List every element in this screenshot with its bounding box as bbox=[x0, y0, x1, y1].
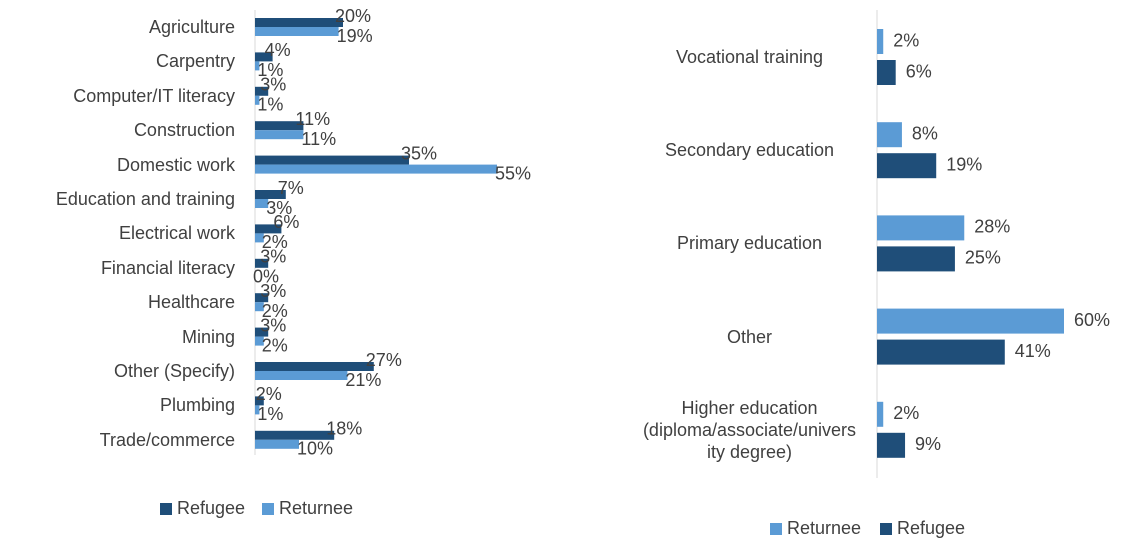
category-label: Higher education (diploma/associate/univ… bbox=[642, 397, 857, 462]
bar bbox=[877, 215, 965, 241]
value-label: 1% bbox=[257, 404, 283, 424]
category-label: Education and training bbox=[55, 189, 235, 209]
category-label: Financial literacy bbox=[100, 257, 235, 278]
category-label: Plumbing bbox=[159, 395, 235, 416]
bar bbox=[255, 293, 269, 303]
value-label: 55% bbox=[495, 163, 531, 183]
value-label: 3% bbox=[266, 198, 292, 218]
bar bbox=[877, 122, 902, 148]
legend-swatch bbox=[770, 523, 782, 535]
bar bbox=[255, 95, 260, 105]
category-label: Mining bbox=[181, 326, 235, 347]
category-label: Agriculture bbox=[148, 17, 235, 37]
value-label: 18% bbox=[326, 419, 362, 439]
value-label: 3% bbox=[260, 247, 286, 267]
bar bbox=[877, 153, 937, 179]
value-label: 6% bbox=[273, 212, 299, 232]
value-label: 6% bbox=[906, 61, 932, 81]
value-label: 20% bbox=[335, 6, 371, 26]
category-label: Primary education bbox=[676, 233, 823, 254]
bar bbox=[877, 246, 955, 272]
value-label: 11% bbox=[295, 109, 330, 129]
category-label: Other bbox=[726, 326, 773, 347]
bar bbox=[255, 336, 264, 346]
bar bbox=[255, 27, 339, 36]
value-label: 2% bbox=[893, 30, 919, 50]
value-label: 1% bbox=[257, 60, 283, 80]
legend-swatch bbox=[880, 523, 892, 535]
category-label: Carpentry bbox=[155, 51, 235, 72]
value-label: 11% bbox=[301, 129, 336, 149]
bar bbox=[877, 339, 1005, 365]
value-label: 28% bbox=[974, 217, 1010, 237]
bar bbox=[877, 401, 884, 427]
bar bbox=[255, 155, 409, 165]
bar bbox=[877, 60, 896, 85]
bar bbox=[255, 430, 335, 440]
value-label: 7% bbox=[278, 178, 304, 198]
bar bbox=[255, 164, 497, 174]
bar bbox=[255, 121, 304, 131]
legend-label: Returnee bbox=[787, 518, 861, 538]
category-label: Vocational training bbox=[675, 47, 824, 67]
bar bbox=[255, 327, 269, 337]
category-label: Secondary education bbox=[664, 140, 835, 161]
value-label: 9% bbox=[915, 434, 941, 454]
category-label: Domestic work bbox=[116, 154, 235, 175]
value-label: 35% bbox=[401, 143, 437, 163]
value-label: 27% bbox=[366, 350, 402, 370]
legend-label: Refugee bbox=[897, 518, 965, 538]
value-label: 2% bbox=[262, 301, 288, 321]
bar bbox=[255, 190, 286, 199]
bar bbox=[877, 432, 906, 458]
bar bbox=[255, 52, 273, 62]
value-label: 25% bbox=[965, 248, 1001, 268]
category-label: Construction bbox=[133, 120, 235, 141]
value-label: 21% bbox=[345, 370, 381, 390]
legend-label: Refugee bbox=[177, 498, 245, 518]
value-label: 19% bbox=[946, 154, 982, 174]
bar bbox=[255, 233, 264, 243]
bar bbox=[255, 18, 343, 27]
bar bbox=[255, 61, 260, 71]
value-label: 41% bbox=[1015, 341, 1051, 361]
bar bbox=[255, 224, 282, 234]
category-label: Computer/IT literacy bbox=[73, 85, 235, 106]
value-label: 2% bbox=[262, 232, 288, 252]
bar bbox=[877, 29, 884, 54]
bar bbox=[255, 362, 374, 371]
bar bbox=[255, 130, 304, 140]
bar bbox=[255, 396, 264, 406]
category-label: Healthcare bbox=[147, 292, 235, 313]
bar bbox=[255, 302, 264, 312]
value-label: 8% bbox=[912, 123, 938, 143]
value-label: 3% bbox=[260, 281, 286, 301]
category-label: Electrical work bbox=[118, 223, 235, 244]
category-label: Other (Specify) bbox=[113, 361, 235, 381]
value-label: 2% bbox=[893, 403, 919, 423]
bar bbox=[255, 258, 269, 268]
bar bbox=[255, 405, 260, 415]
value-label: 3% bbox=[260, 315, 286, 335]
value-label: 2% bbox=[256, 384, 282, 404]
bar bbox=[255, 199, 269, 208]
value-label: 3% bbox=[260, 75, 286, 95]
legend-label: Returnee bbox=[279, 498, 353, 518]
value-label: 2% bbox=[262, 335, 288, 355]
category-label: Trade/commerce bbox=[99, 429, 235, 450]
legend-swatch bbox=[160, 503, 172, 515]
bar bbox=[255, 86, 269, 96]
bar bbox=[255, 371, 348, 380]
value-label: 60% bbox=[1074, 310, 1110, 330]
legend-swatch bbox=[262, 503, 274, 515]
bar bbox=[877, 308, 1064, 334]
bar bbox=[255, 439, 299, 449]
value-label: 4% bbox=[265, 40, 291, 60]
value-label: 1% bbox=[257, 95, 283, 115]
value-label: 10% bbox=[297, 439, 333, 459]
value-label: 0% bbox=[253, 267, 279, 287]
value-label: 19% bbox=[337, 26, 373, 46]
